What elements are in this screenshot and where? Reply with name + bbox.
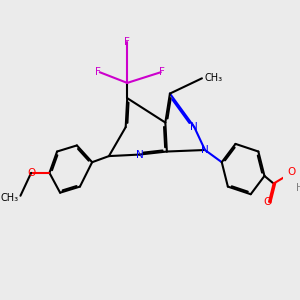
Text: N: N bbox=[136, 150, 143, 160]
Text: CH₃: CH₃ bbox=[1, 194, 19, 203]
Text: O: O bbox=[263, 197, 272, 207]
Text: O: O bbox=[287, 167, 295, 177]
Text: F: F bbox=[95, 67, 101, 77]
Text: H: H bbox=[296, 183, 300, 193]
Text: F: F bbox=[124, 37, 130, 47]
Text: F: F bbox=[159, 67, 165, 77]
Text: CH₃: CH₃ bbox=[205, 73, 223, 83]
Text: N: N bbox=[190, 122, 198, 132]
Text: N: N bbox=[201, 145, 209, 155]
Text: O: O bbox=[27, 168, 35, 178]
